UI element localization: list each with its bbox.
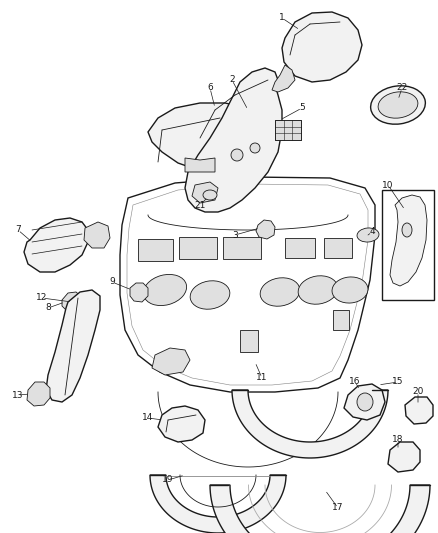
- Polygon shape: [46, 290, 100, 402]
- Bar: [275, 120, 301, 140]
- Text: 3: 3: [232, 230, 238, 239]
- Bar: [333, 310, 349, 330]
- Polygon shape: [120, 177, 375, 392]
- Polygon shape: [130, 283, 148, 302]
- Text: 22: 22: [396, 84, 408, 93]
- Ellipse shape: [190, 281, 230, 309]
- Polygon shape: [390, 195, 427, 286]
- Polygon shape: [127, 184, 368, 385]
- Text: 13: 13: [12, 391, 24, 400]
- Bar: [285, 238, 315, 258]
- Polygon shape: [272, 65, 295, 92]
- Polygon shape: [256, 220, 275, 239]
- Ellipse shape: [357, 228, 379, 242]
- Polygon shape: [185, 68, 282, 212]
- Bar: [138, 239, 173, 261]
- Ellipse shape: [143, 274, 187, 305]
- Text: 11: 11: [256, 374, 268, 383]
- Text: 17: 17: [332, 504, 344, 513]
- Polygon shape: [27, 382, 50, 406]
- Text: 14: 14: [142, 414, 154, 423]
- Text: 15: 15: [392, 377, 404, 386]
- Polygon shape: [192, 182, 218, 203]
- Polygon shape: [210, 485, 430, 533]
- Polygon shape: [232, 390, 388, 458]
- Text: 8: 8: [45, 303, 51, 312]
- Text: 5: 5: [299, 103, 305, 112]
- Polygon shape: [152, 348, 190, 375]
- Bar: [382, 190, 434, 300]
- Ellipse shape: [298, 276, 338, 304]
- Ellipse shape: [371, 86, 425, 124]
- Bar: [223, 237, 261, 259]
- Bar: [240, 330, 258, 352]
- Text: 2: 2: [229, 76, 235, 85]
- Circle shape: [250, 143, 260, 153]
- Bar: [324, 238, 352, 258]
- Ellipse shape: [332, 277, 368, 303]
- Text: 1: 1: [279, 13, 285, 22]
- Polygon shape: [84, 222, 110, 248]
- Ellipse shape: [402, 223, 412, 237]
- Text: 6: 6: [207, 84, 213, 93]
- Ellipse shape: [203, 190, 217, 200]
- Text: 21: 21: [194, 200, 206, 209]
- Text: 19: 19: [162, 475, 174, 484]
- Polygon shape: [24, 218, 88, 272]
- Text: 9: 9: [109, 278, 115, 287]
- Circle shape: [231, 149, 243, 161]
- Ellipse shape: [378, 92, 418, 118]
- Text: 20: 20: [412, 387, 424, 397]
- Text: 4: 4: [369, 228, 375, 237]
- Polygon shape: [344, 384, 385, 420]
- Polygon shape: [282, 12, 362, 82]
- Polygon shape: [158, 406, 205, 442]
- Polygon shape: [62, 292, 82, 312]
- Polygon shape: [150, 475, 286, 533]
- Polygon shape: [405, 397, 433, 424]
- Polygon shape: [148, 103, 270, 172]
- Polygon shape: [388, 442, 420, 472]
- Polygon shape: [185, 158, 215, 172]
- Text: 16: 16: [349, 377, 361, 386]
- Ellipse shape: [260, 278, 300, 306]
- Text: 18: 18: [392, 435, 404, 445]
- Text: 7: 7: [15, 225, 21, 235]
- Text: 12: 12: [36, 294, 48, 303]
- Text: 10: 10: [382, 181, 394, 190]
- Bar: [179, 237, 217, 259]
- Ellipse shape: [357, 393, 373, 411]
